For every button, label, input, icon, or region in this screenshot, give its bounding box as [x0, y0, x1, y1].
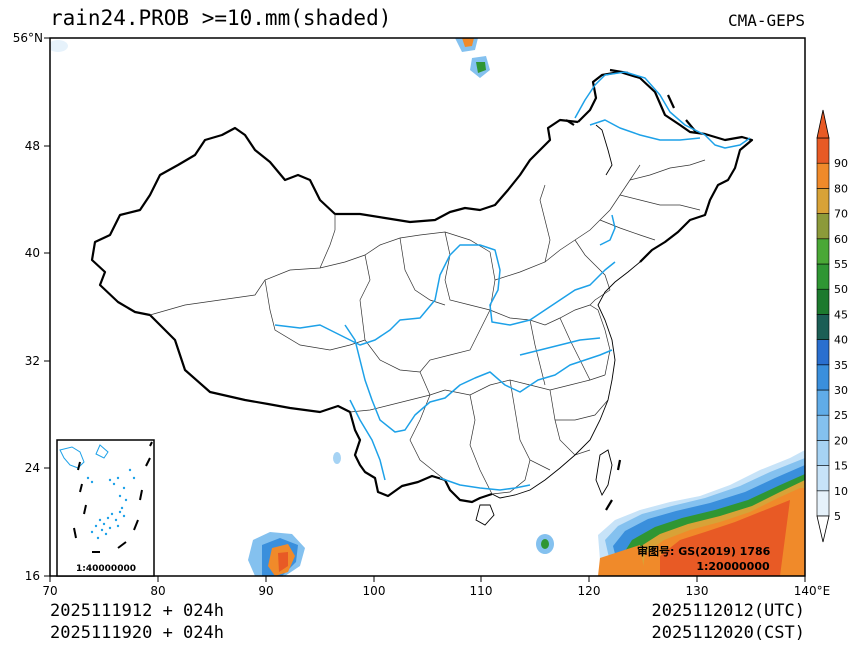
lon-label: 70	[42, 584, 57, 598]
plot-frame	[49, 37, 806, 577]
longitude-labels: 70 80 90 100 110 120 130 140°E	[42, 584, 830, 598]
colorbar-segment	[816, 465, 830, 492]
main-scale-label: 1:20000000	[696, 560, 770, 573]
colorbar: 5 10 15 20 25 30 35 40 45 50 55 60 70 80 90	[816, 109, 848, 543]
province-boundaries	[149, 159, 706, 495]
colorbar-label: 20	[834, 434, 848, 447]
inset-scale-label: 1:40000000	[76, 564, 136, 574]
colorbar-segment	[816, 162, 830, 189]
colorbar-label: 10	[834, 485, 848, 498]
colorbar-label: 25	[834, 409, 848, 422]
lon-label: 140°E	[794, 584, 831, 598]
lat-label: 40	[25, 246, 40, 260]
footer-valid-times: 2025112012(UTC) 2025112020(CST)	[651, 600, 805, 644]
shading-small-spots	[50, 40, 554, 554]
colorbar-segment	[816, 389, 830, 416]
colorbar-segment	[816, 137, 830, 164]
colorbar-bottom-arrow	[816, 515, 830, 543]
colorbar-label: 45	[834, 308, 848, 321]
axis-ticks	[44, 37, 806, 582]
colorbar-label: 55	[834, 258, 848, 271]
amur-river	[574, 71, 751, 149]
lat-label: 16	[25, 569, 40, 583]
south-sea-inset: 1:40000000	[56, 439, 155, 577]
shading-north-spot	[455, 38, 490, 78]
lat-label: 32	[25, 354, 40, 368]
colorbar-label: 70	[834, 208, 848, 221]
lon-label: 80	[150, 584, 165, 598]
colorbar-segment	[816, 490, 830, 517]
valid-time-utc: 2025112012(UTC)	[651, 601, 805, 621]
lon-label: 110	[470, 584, 493, 598]
footer-init-times: 2025111912 + 024h 2025111920 + 024h	[50, 600, 224, 644]
colorbar-label: 60	[834, 233, 848, 246]
coastline	[475, 124, 641, 526]
colorbar-segment	[816, 288, 830, 315]
colorbar-label: 30	[834, 384, 848, 397]
colorbar-label: 80	[834, 182, 848, 195]
colorbar-label: 5	[834, 510, 841, 523]
colorbar-label: 40	[834, 334, 848, 347]
yellow-river	[274, 244, 616, 346]
lat-label: 24	[25, 461, 40, 475]
colorbar-segment	[816, 238, 830, 265]
lon-label: 100	[363, 584, 386, 598]
national-border	[90, 70, 754, 504]
lon-label: 130	[686, 584, 709, 598]
lat-label: 56°N	[13, 31, 43, 45]
colorbar-segment	[816, 213, 830, 240]
approval-number: 审图号: GS(2019) 1786	[637, 544, 771, 558]
init-time-cst: 2025111920 + 024h	[50, 623, 224, 643]
shading-south-west-spot	[248, 532, 305, 576]
chart-title: rain24.PROB >=10.mm(shaded)	[50, 6, 392, 30]
colorbar-segment	[816, 188, 830, 214]
yangtze-river	[344, 324, 613, 433]
lon-label: 120	[578, 584, 601, 598]
rivers	[274, 71, 751, 491]
lon-label: 90	[258, 584, 273, 598]
probability-shading	[50, 38, 805, 576]
colorbar-label: 35	[834, 359, 848, 372]
colorbar-top-arrow	[816, 109, 830, 139]
data-source-label: CMA-GEPS	[727, 11, 805, 30]
colorbar-label: 15	[834, 460, 848, 473]
colorbar-label: 90	[834, 157, 848, 170]
lat-label: 48	[25, 139, 40, 153]
songhua-river	[589, 119, 701, 141]
huai-river	[519, 337, 601, 356]
colorbar-segment	[816, 414, 830, 441]
colorbar-segment	[816, 364, 830, 391]
pearl-river	[439, 477, 531, 491]
lancang-river	[349, 399, 386, 481]
colorbar-segment	[816, 263, 830, 290]
latitude-labels: 56°N 48 40 32 24 16	[13, 31, 43, 583]
valid-time-cst: 2025112020(CST)	[651, 623, 805, 643]
colorbar-segment	[816, 339, 830, 366]
colorbar-label: 50	[834, 283, 848, 296]
init-time-utc: 2025111912 + 024h	[50, 601, 224, 621]
liao-river	[599, 214, 616, 246]
colorbar-segment	[816, 314, 830, 340]
colorbar-segment	[816, 440, 830, 466]
shading-east-sea	[598, 450, 805, 576]
